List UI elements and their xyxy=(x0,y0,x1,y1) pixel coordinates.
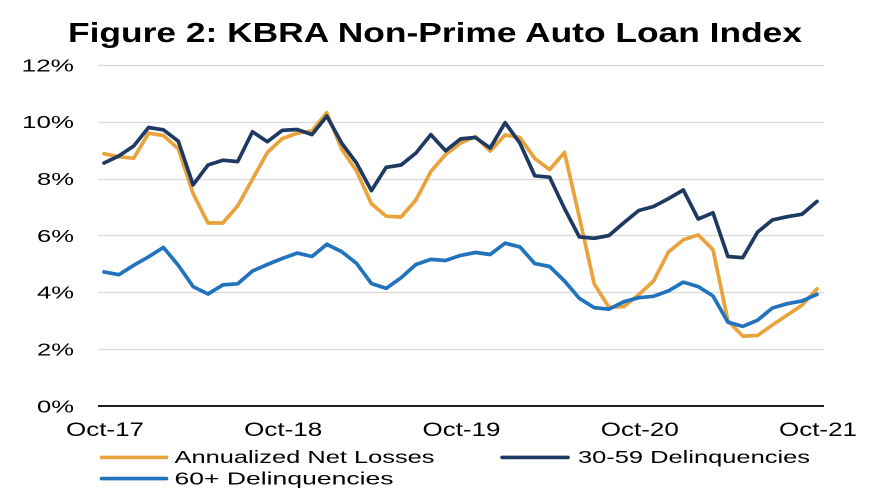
svg-text:Figure 2: KBRA Non-Prime Auto: Figure 2: KBRA Non-Prime Auto Loan Index xyxy=(68,17,803,48)
svg-text:Oct-21: Oct-21 xyxy=(779,420,857,441)
svg-text:Annualized Net Losses: Annualized Net Losses xyxy=(175,447,435,467)
svg-text:Oct-18: Oct-18 xyxy=(244,420,322,441)
svg-text:2%: 2% xyxy=(37,340,74,360)
svg-text:30-59 Delinquencies: 30-59 Delinquencies xyxy=(578,447,810,467)
svg-text:0%: 0% xyxy=(37,396,74,416)
svg-text:60+ Delinquencies: 60+ Delinquencies xyxy=(175,469,394,489)
svg-text:4%: 4% xyxy=(37,283,74,303)
svg-text:Oct-17: Oct-17 xyxy=(66,420,144,441)
svg-text:8%: 8% xyxy=(37,169,74,189)
svg-text:12%: 12% xyxy=(22,55,75,75)
svg-text:6%: 6% xyxy=(37,226,74,246)
svg-text:10%: 10% xyxy=(22,112,74,132)
svg-text:Oct-19: Oct-19 xyxy=(423,420,501,441)
svg-text:Oct-20: Oct-20 xyxy=(601,420,679,441)
